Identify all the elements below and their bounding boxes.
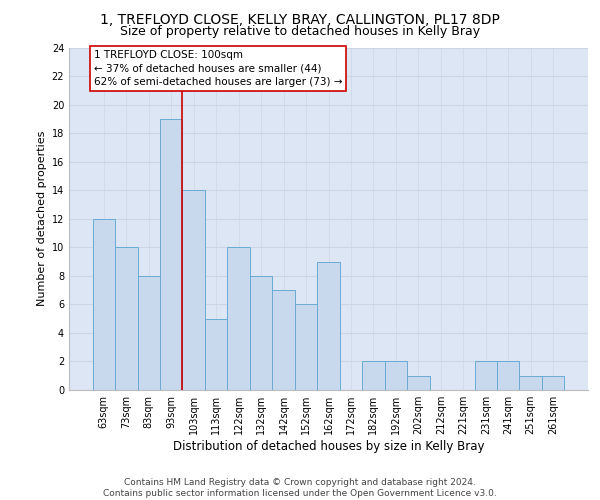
Bar [250,276,272,390]
Text: 1, TREFLOYD CLOSE, KELLY BRAY, CALLINGTON, PL17 8DP: 1, TREFLOYD CLOSE, KELLY BRAY, CALLINGTO… [100,12,500,26]
Bar [317,262,340,390]
Bar [205,318,227,390]
Bar [92,219,115,390]
Bar [385,362,407,390]
Bar [520,376,542,390]
Text: 1 TREFLOYD CLOSE: 100sqm
← 37% of detached houses are smaller (44)
62% of semi-d: 1 TREFLOYD CLOSE: 100sqm ← 37% of detach… [94,50,342,87]
Bar [227,248,250,390]
Bar [362,362,385,390]
Text: Contains HM Land Registry data © Crown copyright and database right 2024.
Contai: Contains HM Land Registry data © Crown c… [103,478,497,498]
X-axis label: Distribution of detached houses by size in Kelly Bray: Distribution of detached houses by size … [173,440,484,453]
Bar [407,376,430,390]
Bar [137,276,160,390]
Bar [542,376,565,390]
Bar [475,362,497,390]
Y-axis label: Number of detached properties: Number of detached properties [37,131,47,306]
Bar [272,290,295,390]
Bar [182,190,205,390]
Bar [295,304,317,390]
Bar [497,362,520,390]
Bar [160,119,182,390]
Bar [115,248,137,390]
Text: Size of property relative to detached houses in Kelly Bray: Size of property relative to detached ho… [120,25,480,38]
